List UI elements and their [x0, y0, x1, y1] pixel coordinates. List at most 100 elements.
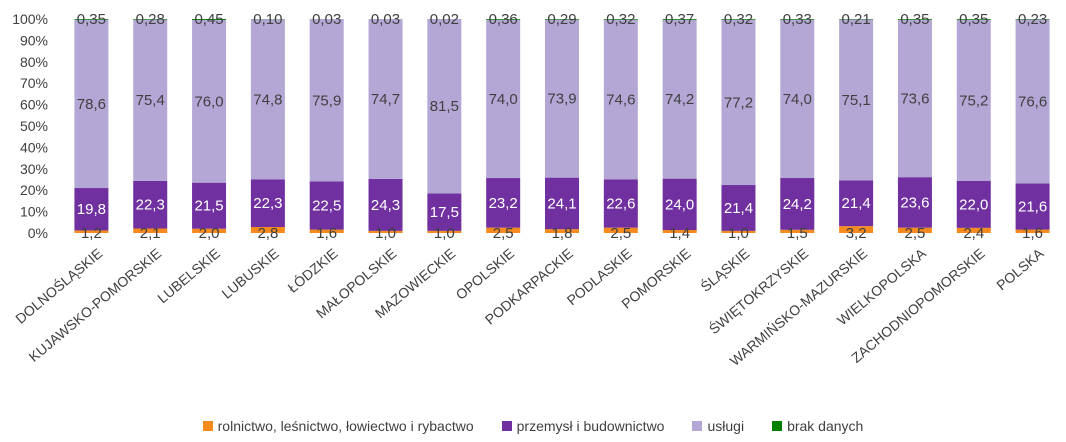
data-label: 74,0: [489, 91, 518, 108]
data-label: 1,0: [375, 225, 396, 242]
data-label: 24,3: [371, 197, 400, 214]
data-labels: 1,2 19,8 78,6 0,35 2,1 22,3 75,4 0,28 2,0 21,5 76,…: [77, 11, 1047, 242]
data-label: 0,21: [842, 11, 871, 28]
bar-segment: [74, 19, 109, 20]
bar-segment: [956, 19, 991, 181]
bar-segment: [133, 180, 168, 229]
data-label: 0,23: [1018, 11, 1047, 28]
data-label: 74,0: [783, 91, 812, 108]
y-tick-label: 60%: [20, 97, 48, 113]
data-label: 3,2: [846, 225, 867, 242]
data-label: 1,8: [552, 225, 573, 242]
data-label: 19,8: [77, 201, 106, 218]
data-label: 0,03: [371, 11, 400, 28]
y-tick-label: 100%: [12, 11, 48, 27]
bar-segment: [956, 180, 991, 228]
data-label: 0,33: [783, 11, 812, 28]
bar-segment: [427, 230, 462, 233]
bar-segment: [897, 177, 932, 228]
bar-segment: [780, 229, 815, 233]
data-label: 22,0: [959, 196, 988, 213]
data-label: 22,6: [606, 195, 635, 212]
legend-swatch: [501, 421, 512, 431]
bar-segment: [74, 188, 109, 231]
data-label: 2,4: [963, 225, 984, 242]
y-tick-label: 10%: [20, 204, 48, 220]
bar-segment: [603, 179, 638, 228]
bar-segment: [603, 19, 638, 180]
data-label: 0,35: [959, 11, 988, 28]
bar-segment: [1015, 183, 1050, 230]
bar-segment: [839, 180, 874, 227]
data-label: 23,2: [489, 195, 518, 212]
bar-segment: [603, 227, 638, 233]
data-label: 1,5: [787, 225, 808, 242]
bar-segment: [250, 179, 285, 228]
bars: [74, 19, 1050, 233]
bar-segment: [309, 181, 344, 230]
data-label: 74,6: [606, 91, 635, 108]
data-label: 73,6: [900, 90, 929, 107]
data-label: 0,29: [547, 11, 576, 28]
bar-segment: [956, 19, 991, 20]
data-label: 76,6: [1018, 93, 1047, 110]
bar-segment: [250, 227, 285, 233]
y-axis: 0% 10% 20% 30% 40% 50% 60% 70% 80% 90% 100%: [12, 11, 48, 241]
data-label: 1,6: [316, 225, 337, 242]
bar-segment: [897, 19, 932, 178]
data-label: 75,2: [959, 92, 988, 109]
data-label: 22,3: [253, 195, 282, 212]
bar-segment: [780, 178, 815, 230]
data-label: 0,03: [312, 11, 341, 28]
bar-segment: [250, 19, 285, 180]
bar-segment: [427, 19, 462, 194]
data-label: 0,32: [606, 11, 635, 28]
y-tick-label: 20%: [20, 182, 48, 198]
data-label: 0,02: [430, 11, 459, 28]
data-label: 1,0: [434, 225, 455, 242]
bar-segment: [1015, 229, 1050, 233]
data-label: 0,36: [489, 11, 518, 28]
data-label: 21,5: [194, 198, 223, 215]
y-tick-label: 80%: [20, 54, 48, 70]
bar-segment: [368, 178, 403, 231]
bar-segment: [897, 19, 932, 20]
data-label: 24,0: [665, 196, 694, 213]
y-tick-label: 30%: [20, 161, 48, 177]
data-label: 75,1: [842, 92, 871, 109]
legend-label: przemysł i budownictwo: [516, 418, 665, 434]
data-label: 0,28: [136, 11, 165, 28]
data-label: 2,0: [199, 225, 220, 242]
bar-segment: [545, 229, 579, 233]
bar-segment: [662, 178, 697, 231]
data-label: 74,2: [665, 91, 694, 108]
data-label: 73,9: [547, 91, 576, 108]
legend-swatch: [772, 421, 783, 431]
bar-segment: [721, 19, 756, 186]
bar-segment: [192, 19, 227, 183]
data-label: 22,3: [136, 197, 165, 214]
data-label: 1,2: [81, 225, 102, 242]
bar-segment: [839, 226, 874, 233]
data-label: 2,8: [257, 225, 278, 242]
data-label: 0,37: [665, 11, 694, 28]
data-label: 24,1: [547, 195, 576, 212]
legend-item: usługi: [692, 418, 744, 434]
data-label: 23,6: [900, 194, 929, 211]
bar-segment: [545, 19, 579, 178]
bar-segment: [780, 19, 815, 179]
legend-label: usługi: [707, 418, 745, 434]
legend-item: przemysł i budownictwo: [501, 418, 665, 434]
bar-segment: [545, 19, 579, 20]
bar-segment: [74, 19, 109, 189]
data-label: 74,7: [371, 91, 400, 108]
bar-segment: [897, 227, 932, 233]
data-label: 74,8: [253, 91, 282, 108]
legend-swatch: [202, 421, 213, 431]
data-label: 77,2: [724, 94, 753, 111]
data-label: 0,45: [194, 11, 223, 28]
bar-segment: [486, 19, 521, 179]
bar-segment: [545, 177, 579, 230]
data-label: 24,2: [783, 196, 812, 213]
x-tick-label: ŁÓDZKIE: [284, 245, 340, 296]
